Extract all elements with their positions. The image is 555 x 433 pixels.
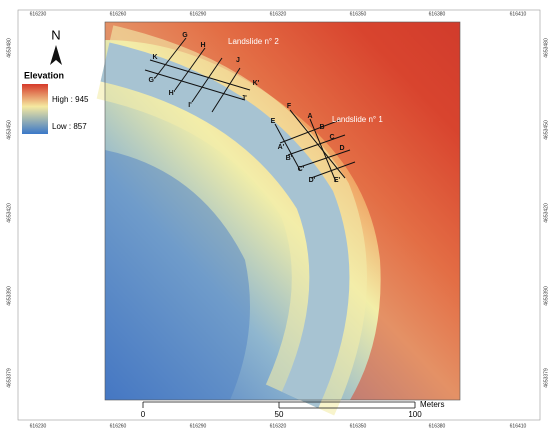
x-coordinate: 616260	[110, 11, 127, 17]
low-terrain	[105, 150, 250, 400]
profile-label: C	[329, 134, 334, 141]
profile-label: E'	[334, 177, 341, 184]
profile-label: K	[152, 54, 157, 61]
river-channel	[100, 42, 350, 409]
y-coordinate: 4653390	[6, 286, 12, 306]
x-coordinate: 616410	[510, 423, 527, 429]
scale-tick-label: 100	[408, 410, 422, 419]
neatline	[17, 9, 541, 421]
scale-bar	[142, 401, 416, 409]
y-coordinate: 4653450	[6, 120, 12, 140]
y-coordinate: 4653420	[6, 203, 12, 223]
profile-label: E	[271, 118, 276, 125]
profile-label: B	[319, 124, 324, 131]
legend-ramp	[22, 84, 48, 134]
map-frame	[104, 21, 461, 401]
profile-label: G'	[148, 77, 155, 84]
legend-title: Elevation	[24, 70, 64, 80]
x-coordinate: 616380	[429, 11, 446, 17]
y-coordinate: 4653379	[6, 368, 12, 388]
profile-lines	[144, 37, 356, 183]
y-coordinate: 4653480	[543, 38, 549, 58]
profile-label: J	[236, 57, 240, 64]
x-coordinate: 616350	[350, 11, 367, 17]
profile-label: I'	[188, 102, 192, 109]
profile-label: H	[200, 42, 205, 49]
profile-label: H'	[169, 90, 176, 97]
legend-low: Low : 857	[52, 122, 87, 131]
profile-label: C'	[298, 166, 305, 173]
profile-label: K'	[253, 80, 260, 87]
profile-label: J'	[241, 95, 247, 102]
landslide-label: Landslide n° 2	[228, 37, 279, 46]
profile-label: A	[307, 113, 312, 120]
x-coordinate: 616320	[270, 423, 287, 429]
north-label: N	[51, 27, 60, 42]
scale-tick-label: 0	[141, 410, 146, 419]
landslide-label: Landslide n° 1	[332, 115, 383, 124]
profile-label: F	[287, 103, 292, 110]
profile-label: D	[339, 145, 344, 152]
high-terrain	[105, 22, 460, 400]
profile-label: G	[182, 32, 188, 39]
y-coordinate: 4653480	[6, 38, 12, 58]
y-coordinate: 4653390	[543, 286, 549, 306]
x-coordinate: 616260	[110, 423, 127, 429]
y-coordinate: 4653450	[543, 120, 549, 140]
profile-label: D'	[309, 177, 316, 184]
profile-label: B'	[286, 155, 293, 162]
legend-high: High : 945	[52, 95, 89, 104]
x-coordinate: 616350	[350, 423, 367, 429]
x-coordinate: 616290	[190, 423, 207, 429]
scale-tick-label: 50	[275, 410, 284, 419]
north-arrow	[50, 45, 62, 65]
x-coordinate: 616230	[30, 11, 47, 17]
x-coordinate: 616320	[270, 11, 287, 17]
y-coordinate: 4653379	[543, 368, 549, 388]
x-coordinate: 616380	[429, 423, 446, 429]
x-coordinate: 616290	[190, 11, 207, 17]
scale-unit: Meters	[420, 400, 444, 409]
x-coordinate: 616410	[510, 11, 527, 17]
y-coordinate: 4653420	[543, 203, 549, 223]
profile-label: A'	[278, 144, 285, 151]
x-coordinate: 616230	[30, 423, 47, 429]
